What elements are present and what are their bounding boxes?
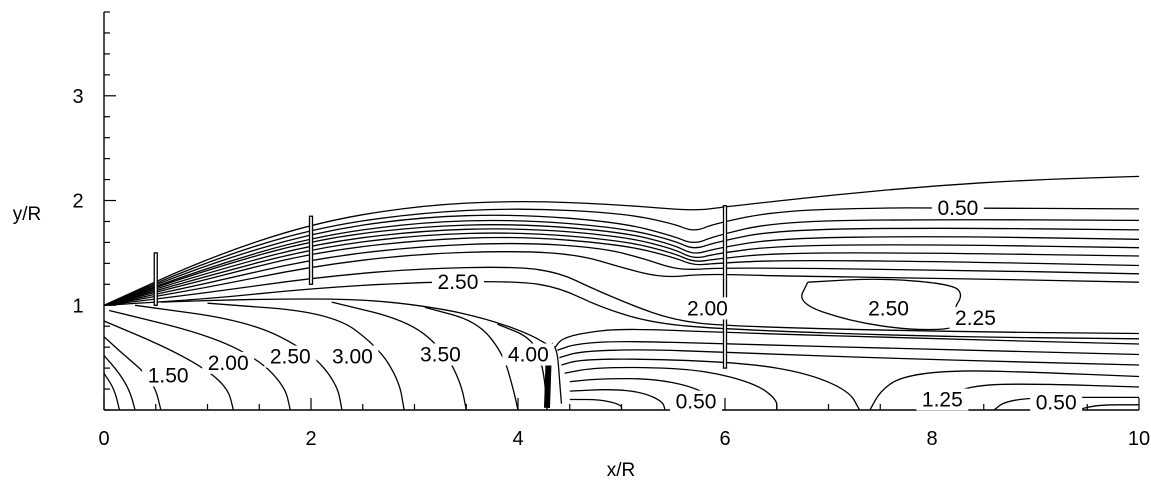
contour-gap [153,252,158,306]
contour-label: 0.50 [1036,392,1077,415]
contour-label-bg [326,345,379,368]
contour-gap [308,215,314,285]
contour-line [569,398,623,410]
contour-label-bg [202,351,255,374]
contour-line [103,280,1140,340]
contour-line [1076,404,1139,411]
contour-label-bg [502,343,555,366]
x-tick-label: 8 [926,428,937,450]
y-tick-label: 2 [72,191,83,213]
contour-line [564,366,778,410]
x-tick-label: 4 [512,428,523,450]
contour-line [424,306,519,411]
contour-line [103,232,1140,306]
contour-line [160,298,553,348]
y-tick-label: 1 [72,295,83,317]
contour-label: 1.25 [922,389,963,412]
contour-line [497,323,548,411]
x-axis-label: x/R [607,460,636,481]
contour-line [551,342,563,404]
contour-line [109,309,291,411]
y-tick-label: 3 [72,86,83,108]
contour-label: 2.50 [868,297,909,320]
contour-label-bg [681,297,734,320]
contour-label-bg [1030,391,1083,414]
contour-line [869,370,1140,411]
contour-label: 2.50 [438,271,479,294]
contour-label: 3.50 [420,343,461,366]
y-axis-label: y/R [13,204,42,225]
contour-label: 2.00 [687,297,728,320]
contour-line [554,328,1140,348]
contour-label-bg [949,306,1002,329]
contour-label: 3.00 [332,346,373,369]
x-tick-label: 0 [98,428,109,450]
contour-label-bg [862,297,915,320]
contour-label: 1.50 [148,364,189,387]
contour-line [103,207,1140,306]
contour-label: 0.50 [937,197,978,220]
contour-line [207,302,405,411]
contour-label: 2.50 [270,346,311,369]
contour-label-bg [931,196,984,219]
contour-line [569,389,666,411]
contour-line [103,175,1140,306]
x-tick-label: 2 [305,428,316,450]
contour-label: 2.25 [955,307,996,330]
contour-label-bg [414,343,467,366]
x-tick-label: 10 [1128,428,1150,450]
contour-line [559,349,1140,366]
contour-label-bg [670,390,723,413]
contour-line [557,341,1140,356]
contour-label: 4.00 [508,343,549,366]
contour-line [561,358,861,411]
contour-label-bg [142,364,195,387]
contour-label-bg [431,271,484,294]
contour-line [103,355,136,411]
contour-label: 0.50 [676,391,717,414]
contour-label-bg [916,388,969,411]
x-tick-label: 6 [719,428,730,450]
contour-line [103,372,121,411]
contour-labels: 0.50 2.50 2.00 2.50 2.25 1.50 2.00 2.50 3.00 3.50… [142,196,1083,415]
contour-lines [103,175,1140,411]
contour-gap [722,205,728,369]
contour-label-bg [264,345,317,368]
contour-line [103,251,1140,306]
contour-label: 2.00 [208,352,249,375]
